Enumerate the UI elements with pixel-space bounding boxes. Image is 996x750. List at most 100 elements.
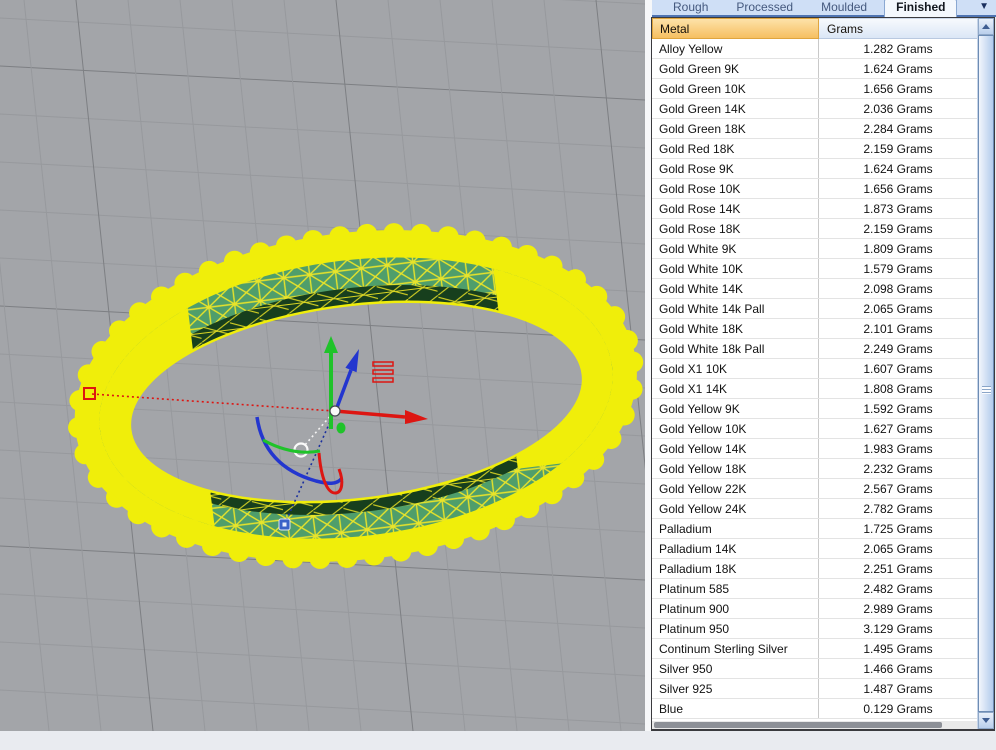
tab-rough[interactable]: Rough (673, 0, 709, 14)
hscrollbar-thumb[interactable] (654, 722, 942, 728)
arrow-up-icon (982, 24, 990, 29)
grams-value-cell: 1.656 Grams (863, 181, 933, 196)
grams-value-cell: 2.159 Grams (863, 221, 933, 236)
viewport-canvas[interactable] (0, 0, 645, 731)
metal-name-cell: Gold Yellow 24K (652, 499, 819, 518)
tab-bar: Rough Processed Moulded Finished ▼ (652, 0, 996, 17)
table-row[interactable]: Gold Green 18K 2.284 Grams (652, 119, 977, 139)
grams-value-cell: 1.983 Grams (863, 441, 933, 456)
table-row[interactable]: Alloy Yellow 1.282 Grams (652, 39, 977, 59)
metal-name-cell: Gold Rose 18K (652, 219, 819, 238)
table-row[interactable]: Gold Yellow 10K 1.627 Grams (652, 419, 977, 439)
rotate-y-arc[interactable] (262, 438, 321, 454)
z-axis-arrowhead[interactable] (345, 349, 359, 373)
grams-value-cell: 1.487 Grams (863, 681, 933, 696)
table-row[interactable]: Gold White 18K 2.101 Grams (652, 319, 977, 339)
table-row[interactable]: Gold Rose 10K 1.656 Grams (652, 179, 977, 199)
grams-value-cell: 2.249 Grams (863, 341, 933, 356)
table-row[interactable]: Gold X1 10K 1.607 Grams (652, 359, 977, 379)
table-row[interactable]: Gold Yellow 22K 2.567 Grams (652, 479, 977, 499)
grams-value-cell: 1.725 Grams (863, 521, 933, 536)
table-row[interactable]: Gold White 14K 2.098 Grams (652, 279, 977, 299)
tab-finished[interactable]: Finished (884, 0, 958, 17)
table-row[interactable]: Gold Yellow 24K 2.782 Grams (652, 499, 977, 519)
weights-panel: Rough Processed Moulded Finished ▼ Metal Gra… (651, 0, 996, 731)
viewport-3d[interactable] (0, 0, 645, 731)
table-row[interactable]: Continum Sterling Silver 1.495 Grams (652, 639, 977, 659)
metal-name-cell: Silver 925 (652, 679, 819, 698)
metal-name-cell: Gold Yellow 22K (652, 479, 819, 498)
tab-moulded[interactable]: Moulded (821, 0, 868, 14)
grams-value-cell: 1.624 Grams (863, 161, 933, 176)
x-axis-handle-square[interactable] (83, 387, 96, 400)
table-row[interactable]: Gold Yellow 14K 1.983 Grams (652, 439, 977, 459)
scroll-down-button[interactable] (978, 712, 994, 729)
table-row[interactable]: Gold White 9K 1.809 Grams (652, 239, 977, 259)
metal-name-cell: Gold Green 14K (652, 99, 819, 118)
table-row[interactable]: Blue 0.129 Grams (652, 699, 977, 719)
table-row[interactable]: Silver 950 1.466 Grams (652, 659, 977, 679)
table-row[interactable]: Palladium 1.725 Grams (652, 519, 977, 539)
table-row[interactable]: Palladium 14K 2.065 Grams (652, 539, 977, 559)
grams-value-cell: 1.656 Grams (863, 81, 933, 96)
gumball-menu-icon[interactable] (372, 361, 394, 383)
scrollbar-thumb[interactable] (978, 35, 994, 712)
table-row[interactable]: Palladium 18K 2.251 Grams (652, 559, 977, 579)
grams-value-cell: 1.495 Grams (863, 641, 933, 656)
table-row[interactable]: Gold White 18k Pall 2.249 Grams (652, 339, 977, 359)
grams-value-cell: 1.466 Grams (863, 661, 933, 676)
table-row[interactable]: Gold Red 18K 2.159 Grams (652, 139, 977, 159)
table-row[interactable]: Gold Rose 14K 1.873 Grams (652, 199, 977, 219)
table-row[interactable]: Gold Green 14K 2.036 Grams (652, 99, 977, 119)
rotate-x-arc[interactable] (317, 452, 344, 495)
table-row[interactable]: Gold Green 9K 1.624 Grams (652, 59, 977, 79)
grams-value-cell: 2.782 Grams (863, 501, 933, 516)
table-row[interactable]: Gold Yellow 9K 1.592 Grams (652, 399, 977, 419)
table-row[interactable]: Platinum 585 2.482 Grams (652, 579, 977, 599)
horizontal-scrollbar[interactable] (652, 721, 977, 729)
table-row[interactable]: Gold Rose 9K 1.624 Grams (652, 159, 977, 179)
table-row[interactable]: Gold Yellow 18K 2.232 Grams (652, 459, 977, 479)
table-row[interactable]: Gold Rose 18K 2.159 Grams (652, 219, 977, 239)
metal-name-cell: Gold X1 14K (652, 379, 819, 398)
grams-value-cell: 2.065 Grams (863, 301, 933, 316)
table-row[interactable]: Gold White 14k Pall 2.065 Grams (652, 299, 977, 319)
z-handle-dot (282, 522, 287, 527)
scale-handle-dot[interactable] (336, 422, 346, 434)
vertical-scrollbar[interactable] (977, 18, 994, 729)
tab-processed[interactable]: Processed (736, 0, 794, 14)
grams-value-cell: 2.284 Grams (863, 121, 933, 136)
gumball-origin-dot[interactable] (329, 405, 341, 417)
gumball[interactable] (83, 336, 428, 531)
ring-model[interactable] (23, 199, 645, 593)
chevron-down-icon[interactable]: ▼ (979, 1, 989, 12)
table-row[interactable]: Gold Green 10K 1.656 Grams (652, 79, 977, 99)
z-axis-arrow[interactable] (334, 369, 353, 411)
x-axis-arrow[interactable] (334, 409, 406, 419)
y-axis-arrowhead[interactable] (324, 336, 338, 353)
grams-value-cell: 0.129 Grams (863, 701, 933, 716)
x-axis-arrowhead[interactable] (405, 410, 428, 424)
grams-value-cell: 1.873 Grams (863, 201, 933, 216)
grams-value-cell: 2.101 Grams (863, 321, 933, 336)
metal-name-cell: Gold White 10K (652, 259, 819, 278)
metal-name-cell: Gold Rose 9K (652, 159, 819, 178)
metal-name-cell: Gold White 18K (652, 319, 819, 338)
table-row[interactable]: Platinum 950 3.129 Grams (652, 619, 977, 639)
grams-value-cell: 2.482 Grams (863, 581, 933, 596)
metal-name-cell: Gold Red 18K (652, 139, 819, 158)
column-header-grams[interactable]: Grams (819, 18, 977, 39)
metal-name-cell: Gold Rose 14K (652, 199, 819, 218)
metal-name-cell: Gold Yellow 18K (652, 459, 819, 478)
column-header-metal[interactable]: Metal (652, 18, 819, 39)
grams-value-cell: 2.036 Grams (863, 101, 933, 116)
metal-name-cell: Continum Sterling Silver (652, 639, 819, 658)
table-row[interactable]: Silver 925 1.487 Grams (652, 679, 977, 699)
scroll-up-button[interactable] (978, 18, 994, 35)
table-row[interactable]: Platinum 900 2.989 Grams (652, 599, 977, 619)
metal-name-cell: Gold Green 9K (652, 59, 819, 78)
table-row[interactable]: Gold X1 14K 1.808 Grams (652, 379, 977, 399)
metal-name-cell: Platinum 950 (652, 619, 819, 638)
grams-value-cell: 1.809 Grams (863, 241, 933, 256)
table-row[interactable]: Gold White 10K 1.579 Grams (652, 259, 977, 279)
